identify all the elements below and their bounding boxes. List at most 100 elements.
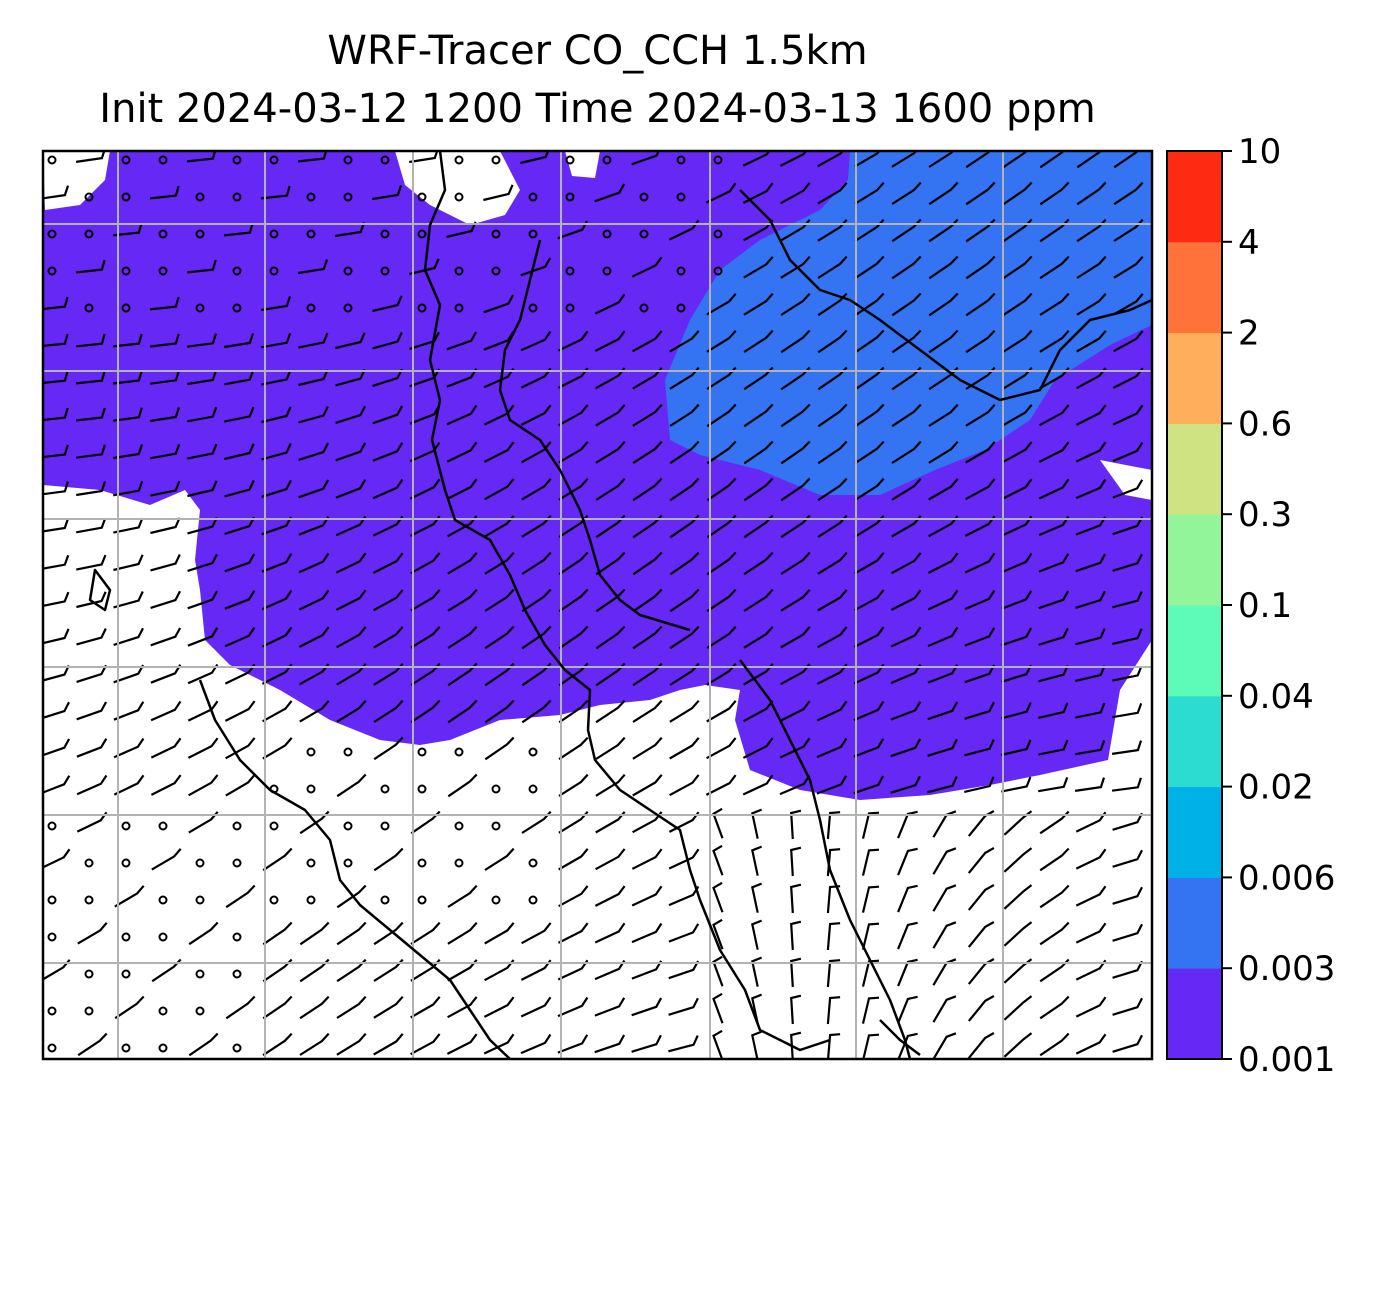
wind-barb xyxy=(187,443,218,460)
wind-barb xyxy=(927,701,959,721)
calm-wind-marker xyxy=(417,303,427,313)
wind-barb xyxy=(1039,1032,1070,1057)
wind-barb xyxy=(1003,1032,1033,1058)
calm-wind-marker xyxy=(306,303,316,313)
wind-barb xyxy=(1038,478,1070,500)
wind-barb xyxy=(261,332,292,349)
wind-barb xyxy=(1039,921,1070,946)
wind-barb xyxy=(335,405,366,424)
wind-barb xyxy=(928,478,959,501)
calm-wind-marker xyxy=(195,858,205,868)
wind-barb xyxy=(706,403,737,428)
wind-barb xyxy=(43,628,70,645)
calm-wind-marker xyxy=(121,858,131,868)
wind-barb xyxy=(224,443,255,461)
calm-wind-marker xyxy=(121,932,131,942)
calm-wind-marker xyxy=(158,932,168,942)
wind-barb xyxy=(779,737,811,759)
calm-wind-marker xyxy=(343,858,353,868)
wind-barb xyxy=(1075,628,1106,646)
calm-wind-marker xyxy=(417,747,427,757)
wind-barb xyxy=(224,626,256,648)
calm-wind-marker xyxy=(491,266,501,276)
wind-barb xyxy=(632,440,663,464)
wind-barb xyxy=(372,295,403,313)
wind-barb xyxy=(1003,995,1033,1021)
calm-wind-marker xyxy=(195,895,205,905)
calm-wind-marker xyxy=(343,303,353,313)
calm-wind-marker xyxy=(306,229,316,239)
wind-barb xyxy=(967,995,995,1022)
calm-wind-marker xyxy=(232,969,242,979)
wind-barb xyxy=(1075,478,1107,500)
wind-barb xyxy=(335,332,366,350)
calm-wind-marker xyxy=(417,858,427,868)
calm-wind-marker xyxy=(528,858,538,868)
wind-barb xyxy=(446,331,478,351)
wind-barb xyxy=(43,407,69,422)
calm-wind-marker xyxy=(528,229,538,239)
wind-barb xyxy=(336,921,367,946)
wind-barb xyxy=(447,773,478,798)
wind-barb xyxy=(114,995,145,1020)
wind-barb xyxy=(520,404,552,426)
wind-barb xyxy=(262,700,293,723)
wind-barb xyxy=(927,776,958,794)
calm-wind-marker xyxy=(454,192,464,202)
calm-wind-marker xyxy=(84,229,94,239)
wind-barb xyxy=(712,807,724,839)
wind-barb xyxy=(669,477,700,502)
wind-barb xyxy=(861,959,880,987)
wind-barb xyxy=(484,662,515,687)
wind-barb xyxy=(1038,441,1070,463)
wind-barb xyxy=(1038,590,1070,610)
wind-barb xyxy=(965,151,992,169)
wind-barb xyxy=(1112,997,1143,1016)
wind-barb xyxy=(1001,552,1033,574)
wind-barb xyxy=(1112,812,1143,831)
calm-wind-marker xyxy=(47,1006,57,1016)
calm-wind-marker xyxy=(306,192,316,202)
tracer-gap-north xyxy=(395,151,520,225)
wind-barb xyxy=(669,699,700,723)
wind-barb xyxy=(521,478,552,501)
wind-barb xyxy=(335,552,367,574)
wind-barb xyxy=(1003,958,1033,984)
wind-barb xyxy=(790,920,802,951)
wind-barb xyxy=(335,442,367,462)
calm-wind-marker xyxy=(491,155,501,165)
wind-barb xyxy=(76,481,107,497)
calm-wind-marker xyxy=(232,266,242,276)
calm-wind-marker xyxy=(84,969,94,979)
wind-barb xyxy=(705,182,737,204)
wind-barb xyxy=(706,551,737,576)
wind-barb xyxy=(705,774,737,796)
calm-wind-marker xyxy=(454,821,464,831)
wind-barb xyxy=(113,517,144,534)
calm-wind-marker xyxy=(158,266,168,276)
wind-barb xyxy=(743,292,774,316)
wind-barb xyxy=(1075,441,1107,463)
calm-wind-marker xyxy=(528,747,538,757)
wind-barb xyxy=(890,589,922,611)
wind-barb xyxy=(632,588,663,613)
wind-barb xyxy=(706,700,737,723)
wind-barb xyxy=(964,627,996,647)
wind-barb xyxy=(43,775,71,794)
wind-barb xyxy=(558,662,589,687)
calm-wind-marker xyxy=(158,229,168,239)
wind-barb xyxy=(446,441,478,463)
wind-barb xyxy=(817,255,848,279)
wind-barb xyxy=(1038,777,1069,793)
wind-barb xyxy=(150,554,181,572)
wind-barb xyxy=(43,848,71,869)
wind-barb xyxy=(632,551,663,576)
wind-barb xyxy=(712,992,724,1024)
calm-wind-marker xyxy=(380,155,390,165)
wind-barb xyxy=(669,774,700,797)
wind-barb xyxy=(1039,181,1070,206)
wind-barb xyxy=(76,701,108,721)
wind-barb xyxy=(558,404,589,427)
wind-barb xyxy=(298,406,329,424)
